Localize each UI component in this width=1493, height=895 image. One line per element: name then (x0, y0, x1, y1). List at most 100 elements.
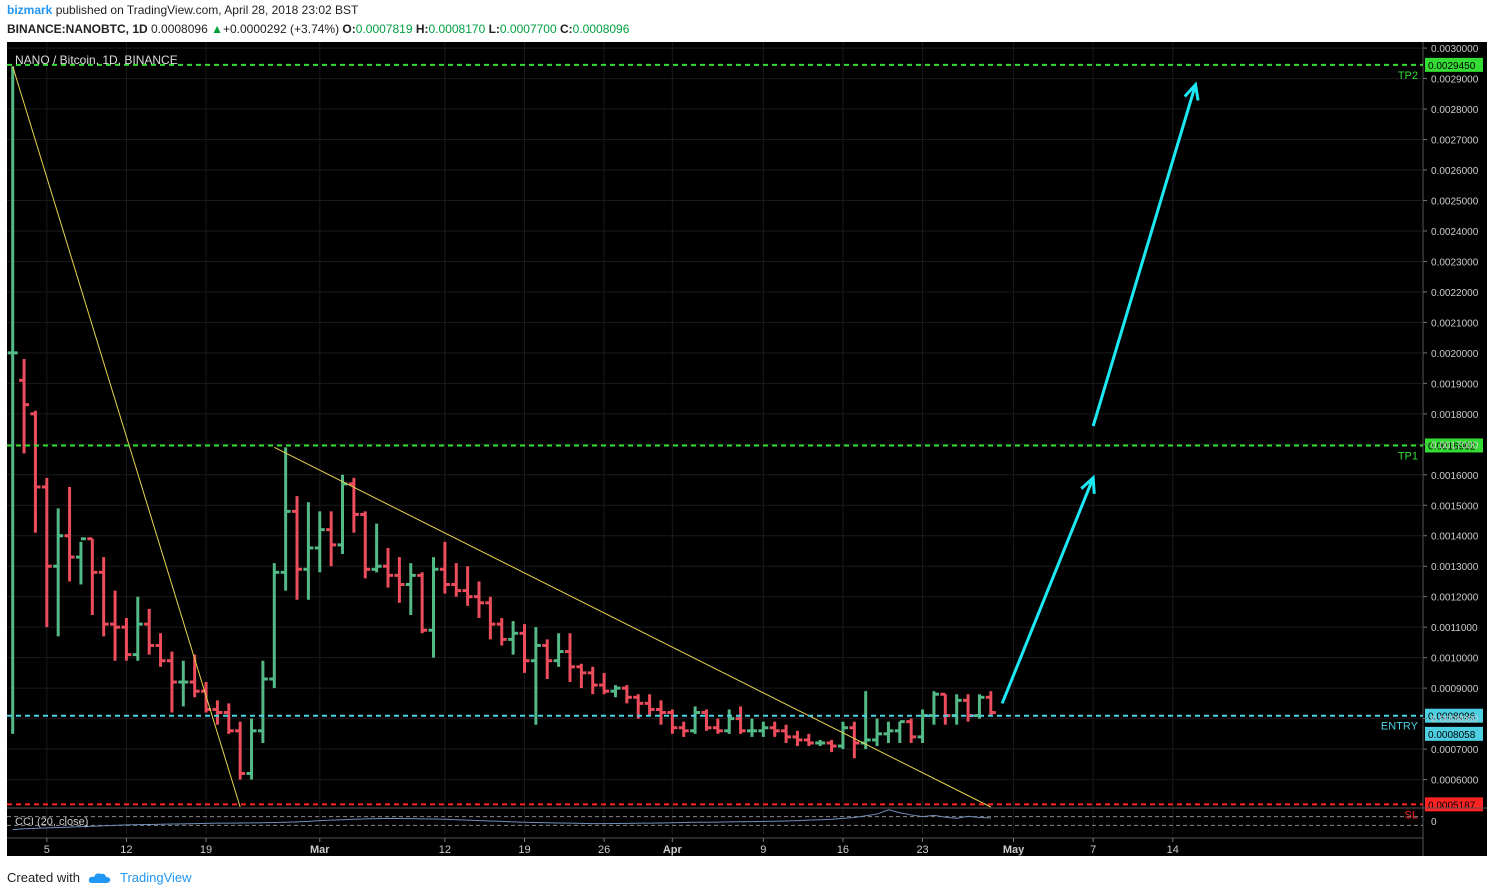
level-price-box (1425, 726, 1483, 741)
time-axis[interactable]: 5 12 19 Mar 12 19 26 Apr 9 16 23 May 7 14 (7, 837, 1423, 856)
ohlc-bar (496, 618, 507, 646)
price-tick-label: 0.0015000 (1431, 501, 1479, 512)
level-tag-tp2: TP2 (1398, 70, 1418, 82)
ohlc-bar (7, 66, 18, 734)
ohlc-bar (303, 502, 314, 600)
level-tag-sl: SL (1405, 809, 1418, 821)
ohlc-bar (678, 721, 689, 737)
time-tick-label: 23 (916, 844, 928, 856)
ohlc-bar (110, 590, 121, 661)
ohlc-bar (587, 666, 598, 695)
ohlc-bar (599, 672, 610, 695)
up-triangle-icon: ▲ (211, 22, 223, 36)
ohlc-bar (792, 730, 803, 747)
price-tick-label: 0.0023000 (1431, 257, 1479, 268)
arrow-shaft (1000, 477, 1095, 704)
symbol-label: BINANCE:NANOBTC, 1D (7, 22, 148, 36)
level-price-box (1425, 57, 1483, 72)
price-tick-label: 0.0016000 (1431, 471, 1479, 482)
cci-pane: CCI (20, close) 0 (7, 807, 1487, 831)
ohlc-bar (428, 557, 439, 658)
ohlc-bar (235, 721, 246, 780)
level-price-label: 0.0008058 (1428, 730, 1476, 741)
ohlc-bar (906, 718, 917, 743)
ohlc-legend: BINANCE:NANOBTC, 1D 0.0008096 ▲+0.000029… (7, 22, 629, 36)
time-tick-label: 26 (598, 844, 610, 856)
price-axis[interactable]: 0.0030000 0.0029000 0.0028000 0.0027000 0.00… (1423, 44, 1479, 787)
high-value: 0.0008170 (428, 22, 486, 36)
ohlc-bar (132, 596, 143, 661)
ohlc-bars (7, 66, 996, 780)
ohlc-bar (53, 508, 64, 637)
ohlc-bar (564, 633, 575, 683)
ohlc-bar (257, 660, 268, 743)
price-tick-label: 0.0017000 (1431, 440, 1479, 451)
ohlc-bar (166, 651, 177, 713)
ohlc-bar (758, 721, 769, 737)
arrowhead (1183, 81, 1200, 101)
ohlc-bar (280, 447, 291, 591)
ohlc-bar (394, 557, 405, 603)
level-price-label: 0.0016962 (1428, 441, 1476, 452)
price-tick-label: 0.0026000 (1431, 166, 1479, 177)
level-price-label: 0.0005187 (1428, 800, 1476, 811)
arrow-shaft (1091, 84, 1197, 427)
time-tick-label: Apr (663, 844, 683, 856)
ohlc-bar (701, 709, 712, 731)
ohlc-bar (769, 721, 780, 737)
ohlc-bar (314, 511, 325, 573)
chart-title: NANO / Bitcoin, 1D, BINANCE (15, 53, 178, 67)
ohlc-bar (474, 581, 484, 619)
ohlc-bar (781, 724, 792, 743)
footer: Created with TradingView (7, 870, 192, 885)
cci-label: CCI (20, close) (15, 816, 88, 828)
time-tick-label: 16 (837, 844, 849, 856)
ohlc-bar (803, 733, 814, 747)
ohlc-bar (872, 718, 883, 747)
price-chart[interactable]: 0.0029450 TP2 0.0016962 TP1 0.0008096 ENTRY 0.… (7, 42, 1487, 866)
price-tick-label: 0.0007000 (1431, 745, 1479, 756)
ohlc-bar (655, 700, 666, 725)
ohlc-bar (144, 608, 155, 655)
ohlc-bar (553, 633, 564, 667)
target-arrow (1000, 474, 1096, 704)
ohlc-bar (815, 739, 826, 747)
arrowhead (1080, 474, 1096, 494)
ohlc-bar (178, 660, 189, 707)
level-lines[interactable]: 0.0029450 TP2 0.0016962 TP1 0.0008096 ENTRY 0.… (7, 57, 1483, 821)
ohlc-bar (223, 703, 234, 734)
price-tick-label: 0.0024000 (1431, 227, 1479, 238)
ohlc-bar (974, 694, 985, 719)
time-tick-label: 12 (120, 844, 132, 856)
price-tick-label: 0.0028000 (1431, 105, 1479, 116)
open-value: 0.0007819 (355, 22, 413, 36)
ohlc-bar (724, 709, 735, 734)
time-tick-label: 9 (760, 844, 766, 856)
ohlc-bar (519, 624, 530, 673)
tradingview-brand[interactable]: TradingView (119, 870, 192, 885)
ohlc-bar (610, 685, 621, 698)
target-arrows[interactable] (1000, 81, 1200, 704)
price-tick-label: 0.0013000 (1431, 562, 1479, 573)
ohlc-bar (985, 691, 996, 716)
price-tick-label: 0.0025000 (1431, 196, 1479, 207)
trendlines[interactable] (12, 66, 992, 808)
time-tick-label: 14 (1167, 844, 1179, 856)
ohlc-bar (269, 563, 280, 689)
price-tick-label: 0.0021000 (1431, 318, 1479, 329)
ohlc-bar (155, 633, 166, 667)
price-tick-label: 0.0027000 (1431, 136, 1479, 147)
ohlc-bar (189, 654, 200, 698)
level-tag-tp1: TP1 (1398, 450, 1418, 462)
author-name[interactable]: bizmark (7, 3, 53, 17)
ohlc-bar (75, 537, 86, 585)
published-text: published on TradingView.com, April 28, … (55, 3, 359, 17)
ohlc-bar (292, 496, 303, 600)
close-label: C: (560, 22, 573, 36)
ohlc-bar (530, 627, 541, 725)
ohlc-bar (883, 721, 894, 743)
level-price-label: 0.0008096 (1428, 712, 1476, 723)
price-tick-label: 0.0020000 (1431, 349, 1479, 360)
ohlc-bar (246, 718, 257, 780)
ohlc-bar (383, 547, 394, 588)
